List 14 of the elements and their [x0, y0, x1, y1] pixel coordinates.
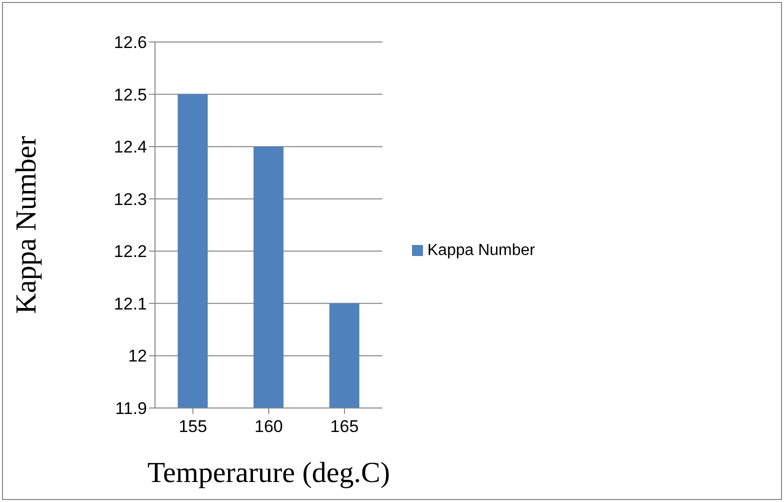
y-tick-label: 12.4 [114, 138, 147, 157]
y-tick-label: 11.9 [115, 399, 147, 418]
x-axis-title: Temperarure (deg.C) [147, 457, 390, 489]
legend-label: Kappa Number [427, 242, 535, 259]
y-tick-label: 12.3 [114, 190, 147, 209]
y-tick-label: 12.6 [114, 33, 147, 52]
y-tick-label: 12.2 [114, 242, 147, 262]
y-tick-label: 12 [128, 346, 147, 366]
y-axis-title: Kappa Number [10, 136, 42, 314]
x-tick-label: 160 [254, 417, 283, 436]
y-tick-label: 12.5 [114, 85, 147, 104]
y-tick-label: 12.1 [114, 294, 147, 314]
x-tick-label: 155 [178, 417, 208, 436]
x-tick-label: 165 [330, 417, 359, 436]
